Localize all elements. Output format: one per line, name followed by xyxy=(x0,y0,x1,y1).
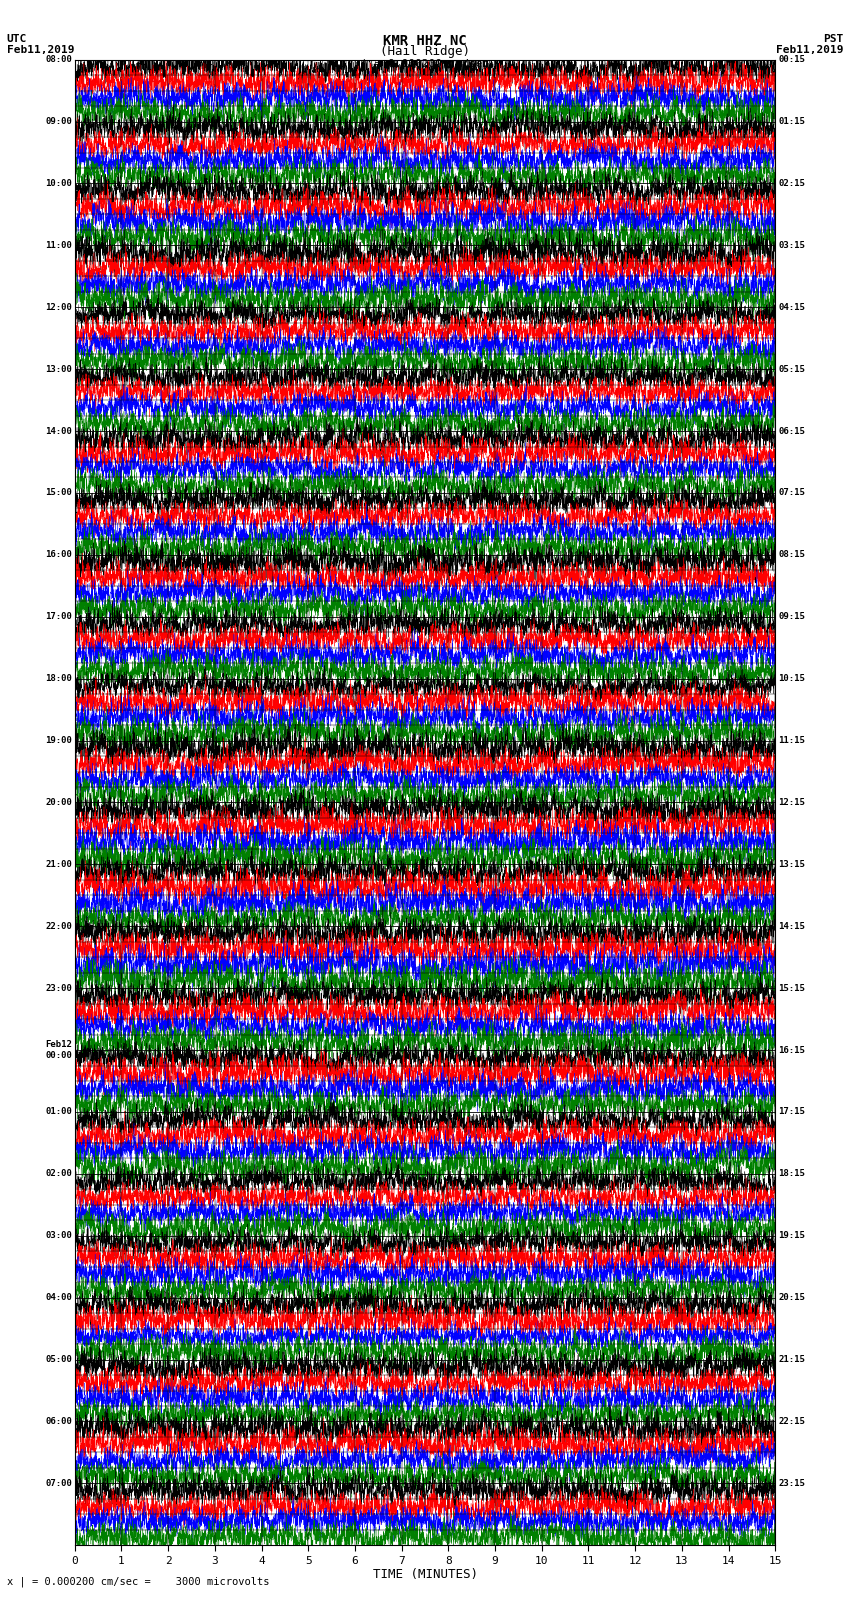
Text: 05:00: 05:00 xyxy=(45,1355,72,1365)
Text: 15:15: 15:15 xyxy=(778,984,805,992)
Text: x | = 0.000200 cm/sec =    3000 microvolts: x | = 0.000200 cm/sec = 3000 microvolts xyxy=(7,1576,269,1587)
Text: 22:00: 22:00 xyxy=(45,921,72,931)
Text: 09:15: 09:15 xyxy=(778,613,805,621)
Text: 08:00: 08:00 xyxy=(45,55,72,65)
Text: 21:00: 21:00 xyxy=(45,860,72,869)
Text: 02:00: 02:00 xyxy=(45,1169,72,1179)
Text: 14:00: 14:00 xyxy=(45,426,72,436)
Text: 23:15: 23:15 xyxy=(778,1479,805,1487)
Text: 21:15: 21:15 xyxy=(778,1355,805,1365)
Text: 12:15: 12:15 xyxy=(778,798,805,806)
Text: Feb11,2019: Feb11,2019 xyxy=(7,45,74,55)
Text: 16:00: 16:00 xyxy=(45,550,72,560)
Text: 00:15: 00:15 xyxy=(778,55,805,65)
Text: 04:00: 04:00 xyxy=(45,1294,72,1302)
Text: 03:00: 03:00 xyxy=(45,1231,72,1240)
Text: 16:15: 16:15 xyxy=(778,1045,805,1055)
Text: 01:15: 01:15 xyxy=(778,118,805,126)
Text: 20:00: 20:00 xyxy=(45,798,72,806)
Text: 06:00: 06:00 xyxy=(45,1416,72,1426)
Text: 01:00: 01:00 xyxy=(45,1108,72,1116)
X-axis label: TIME (MINUTES): TIME (MINUTES) xyxy=(372,1568,478,1581)
Text: 11:15: 11:15 xyxy=(778,736,805,745)
Text: 07:00: 07:00 xyxy=(45,1479,72,1487)
Text: UTC: UTC xyxy=(7,34,27,44)
Text: 17:15: 17:15 xyxy=(778,1108,805,1116)
Text: 19:15: 19:15 xyxy=(778,1231,805,1240)
Text: 18:00: 18:00 xyxy=(45,674,72,684)
Text: 06:15: 06:15 xyxy=(778,426,805,436)
Text: 13:00: 13:00 xyxy=(45,365,72,374)
Text: 02:15: 02:15 xyxy=(778,179,805,189)
Text: 11:00: 11:00 xyxy=(45,240,72,250)
Text: 18:15: 18:15 xyxy=(778,1169,805,1179)
Text: 14:15: 14:15 xyxy=(778,921,805,931)
Text: (Hail Ridge): (Hail Ridge) xyxy=(380,45,470,58)
Text: 03:15: 03:15 xyxy=(778,240,805,250)
Text: PST: PST xyxy=(823,34,843,44)
Text: 05:15: 05:15 xyxy=(778,365,805,374)
Text: 17:00: 17:00 xyxy=(45,613,72,621)
Text: 22:15: 22:15 xyxy=(778,1416,805,1426)
Text: 04:15: 04:15 xyxy=(778,303,805,311)
Text: Feb12
00:00: Feb12 00:00 xyxy=(45,1040,72,1060)
Text: 13:15: 13:15 xyxy=(778,860,805,869)
Text: 23:00: 23:00 xyxy=(45,984,72,992)
Text: 12:00: 12:00 xyxy=(45,303,72,311)
Text: 20:15: 20:15 xyxy=(778,1294,805,1302)
Text: | = 0.000200 cm/sec: | = 0.000200 cm/sec xyxy=(361,58,489,69)
Text: 09:00: 09:00 xyxy=(45,118,72,126)
Text: 15:00: 15:00 xyxy=(45,489,72,497)
Text: Feb11,2019: Feb11,2019 xyxy=(776,45,843,55)
Text: 10:15: 10:15 xyxy=(778,674,805,684)
Text: 08:15: 08:15 xyxy=(778,550,805,560)
Text: 10:00: 10:00 xyxy=(45,179,72,189)
Text: 19:00: 19:00 xyxy=(45,736,72,745)
Text: KMR HHZ NC: KMR HHZ NC xyxy=(383,34,467,48)
Text: 07:15: 07:15 xyxy=(778,489,805,497)
